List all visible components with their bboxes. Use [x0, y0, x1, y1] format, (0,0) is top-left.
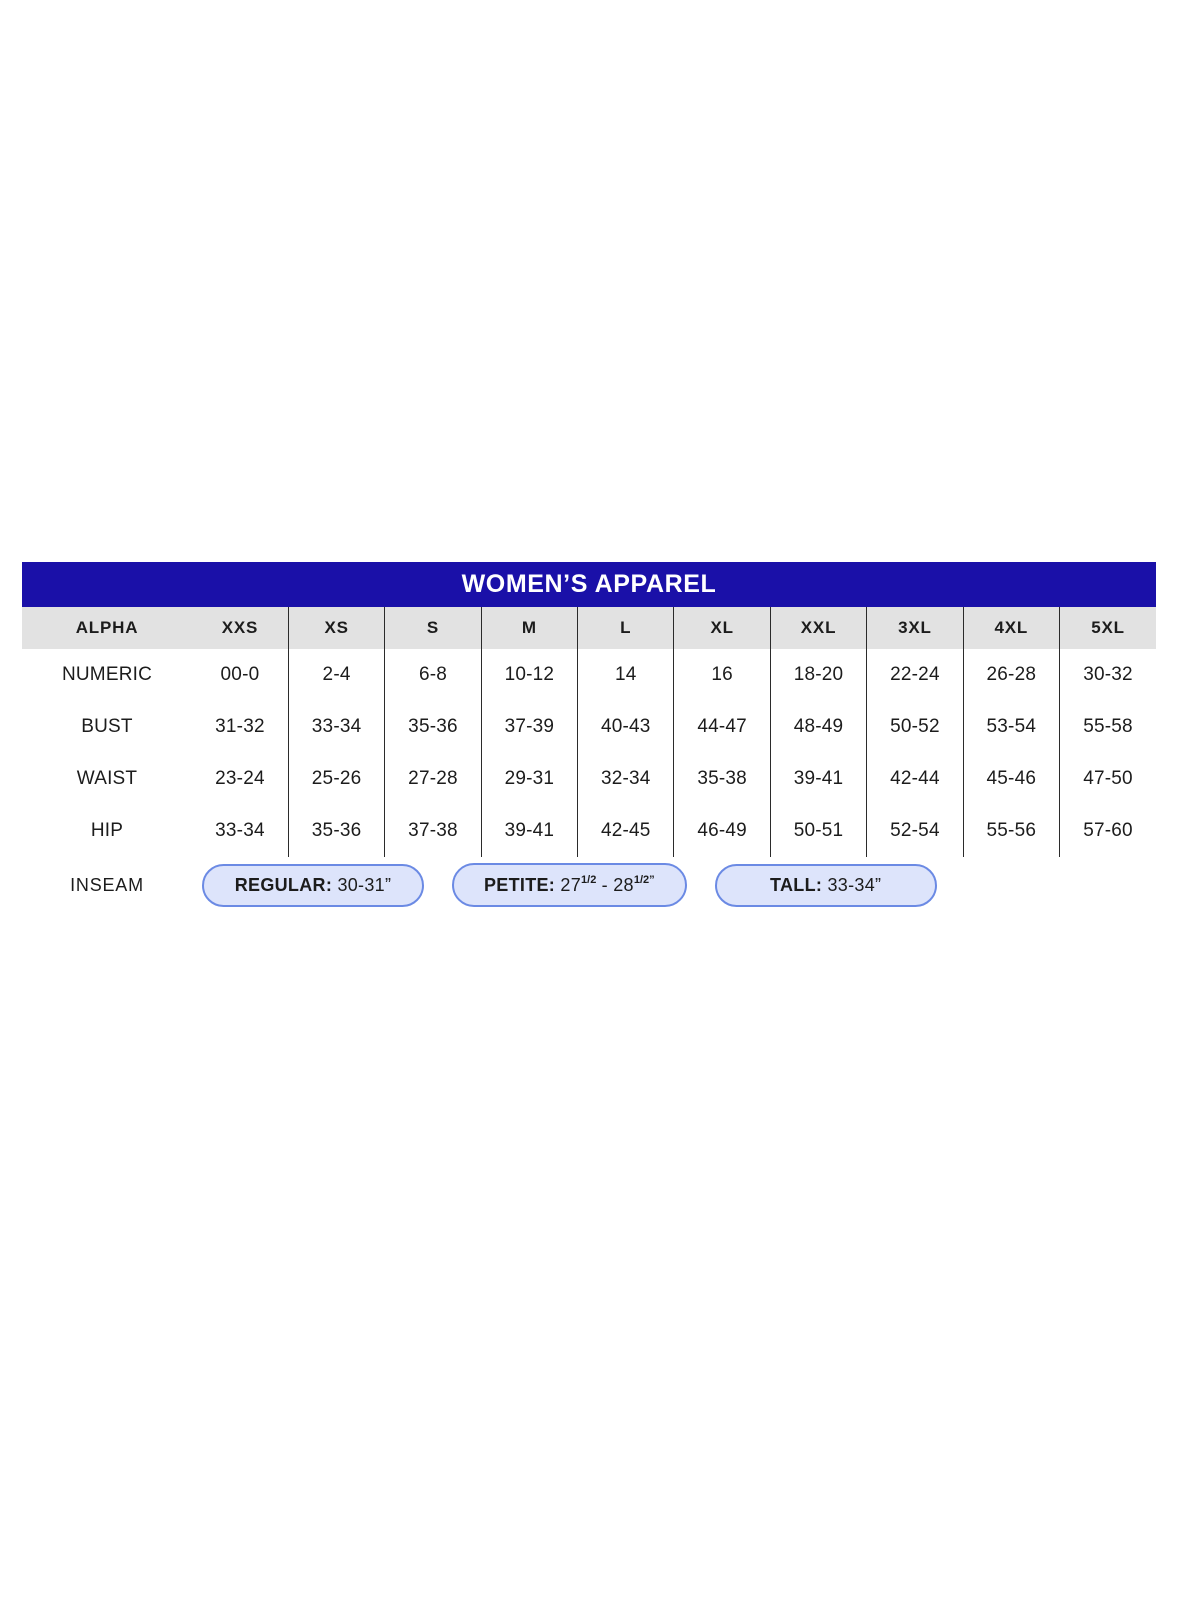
column-header-alpha: ALPHA: [22, 607, 192, 649]
cell-hip-s: 37-38: [384, 805, 482, 857]
size-chart-table: ALPHA XXS XS S M L XL XXL 3XL 4XL 5XL NU…: [22, 607, 1156, 913]
table-row-bust: BUST 31-32 33-34 35-36 37-39 40-43 44-47…: [22, 701, 1156, 753]
cell-waist-3xl: 42-44: [866, 753, 964, 805]
inseam-pill-tall[interactable]: TALL: 33-34”: [714, 863, 937, 907]
table-row-waist: WAIST 23-24 25-26 27-28 29-31 32-34 35-3…: [22, 753, 1156, 805]
column-header-3xl: 3XL: [866, 607, 964, 649]
cell-bust-xxl: 48-49: [769, 701, 867, 753]
row-label-numeric: NUMERIC: [22, 649, 192, 701]
cell-waist-5xl: 47-50: [1059, 753, 1156, 805]
column-header-xxs: XXS: [192, 607, 289, 649]
cell-waist-4xl: 45-46: [962, 753, 1060, 805]
cell-bust-3xl: 50-52: [866, 701, 964, 753]
cell-numeric-3xl: 22-24: [866, 649, 964, 701]
inseam-regular-value: 30-31”: [337, 874, 392, 895]
column-header-l: L: [577, 607, 674, 649]
cell-waist-xl: 35-38: [673, 753, 771, 805]
cell-waist-xxl: 39-41: [769, 753, 867, 805]
cell-hip-xxl: 50-51: [769, 805, 867, 857]
cell-numeric-5xl: 30-32: [1059, 649, 1156, 701]
cell-numeric-xxs: 00-0: [192, 649, 289, 701]
table-row-hip: HIP 33-34 35-36 37-38 39-41 42-45 46-49 …: [22, 805, 1156, 857]
cell-numeric-l: 14: [577, 649, 674, 701]
row-label-inseam: INSEAM: [22, 857, 192, 913]
table-row-numeric: NUMERIC 00-0 2-4 6-8 10-12 14 16 18-20 2…: [22, 649, 1156, 701]
cell-hip-xl: 46-49: [673, 805, 771, 857]
row-label-waist: WAIST: [22, 753, 192, 805]
row-label-bust: BUST: [22, 701, 192, 753]
column-header-m: M: [480, 607, 578, 649]
size-chart: WOMEN’S APPAREL ALPHA XXS XS S M L XL XX…: [22, 562, 1156, 913]
inseam-options-cell: REGULAR: 30-31” PETITE: 271/2 - 281/2” T…: [192, 857, 1156, 913]
cell-bust-4xl: 53-54: [962, 701, 1060, 753]
cell-hip-l: 42-45: [577, 805, 674, 857]
cell-hip-xs: 35-36: [287, 805, 385, 857]
inseam-pill-petite[interactable]: PETITE: 271/2 - 281/2”: [452, 863, 687, 907]
inseam-pill-regular[interactable]: REGULAR: 30-31”: [202, 863, 424, 907]
cell-bust-m: 37-39: [480, 701, 578, 753]
cell-waist-xs: 25-26: [287, 753, 385, 805]
cell-hip-xxs: 33-34: [192, 805, 289, 857]
cell-waist-xxs: 23-24: [192, 753, 289, 805]
column-header-s: S: [384, 607, 482, 649]
inseam-petite-fraction-a: 1/2: [581, 874, 597, 886]
column-header-xxl: XXL: [769, 607, 867, 649]
cell-waist-l: 32-34: [577, 753, 674, 805]
cell-numeric-4xl: 26-28: [962, 649, 1060, 701]
cell-waist-m: 29-31: [480, 753, 578, 805]
cell-numeric-xl: 16: [673, 649, 771, 701]
inseam-pill-strip: REGULAR: 30-31” PETITE: 271/2 - 281/2” T…: [192, 863, 1156, 907]
cell-numeric-m: 10-12: [480, 649, 578, 701]
page-title: WOMEN’S APPAREL: [22, 562, 1156, 607]
cell-hip-5xl: 57-60: [1059, 805, 1156, 857]
table-header-row: ALPHA XXS XS S M L XL XXL 3XL 4XL 5XL: [22, 607, 1156, 649]
column-header-xs: XS: [287, 607, 385, 649]
cell-numeric-s: 6-8: [384, 649, 482, 701]
row-label-hip: HIP: [22, 805, 192, 857]
cell-bust-xl: 44-47: [673, 701, 771, 753]
inseam-petite-value-mid: - 28: [601, 875, 634, 895]
cell-numeric-xxl: 18-20: [769, 649, 867, 701]
cell-bust-xs: 33-34: [287, 701, 385, 753]
inseam-tall-label: TALL:: [770, 874, 823, 895]
inseam-tall-value: 33-34”: [827, 874, 882, 895]
inseam-petite-fraction-b: 1/2”: [633, 874, 655, 886]
column-header-4xl: 4XL: [962, 607, 1060, 649]
cell-bust-xxs: 31-32: [192, 701, 289, 753]
cell-bust-5xl: 55-58: [1059, 701, 1156, 753]
inseam-petite-value-pre: 27: [560, 875, 582, 895]
cell-bust-l: 40-43: [577, 701, 674, 753]
table-row-inseam: INSEAM REGULAR: 30-31” PETITE: 271/2 - 2…: [22, 857, 1156, 913]
cell-numeric-xs: 2-4: [287, 649, 385, 701]
inseam-petite-label: PETITE:: [484, 875, 556, 895]
cell-hip-3xl: 52-54: [866, 805, 964, 857]
cell-waist-s: 27-28: [384, 753, 482, 805]
column-header-xl: XL: [673, 607, 771, 649]
cell-hip-m: 39-41: [480, 805, 578, 857]
column-header-5xl: 5XL: [1059, 607, 1156, 649]
inseam-regular-label: REGULAR:: [234, 874, 333, 895]
cell-hip-4xl: 55-56: [962, 805, 1060, 857]
cell-bust-s: 35-36: [384, 701, 482, 753]
